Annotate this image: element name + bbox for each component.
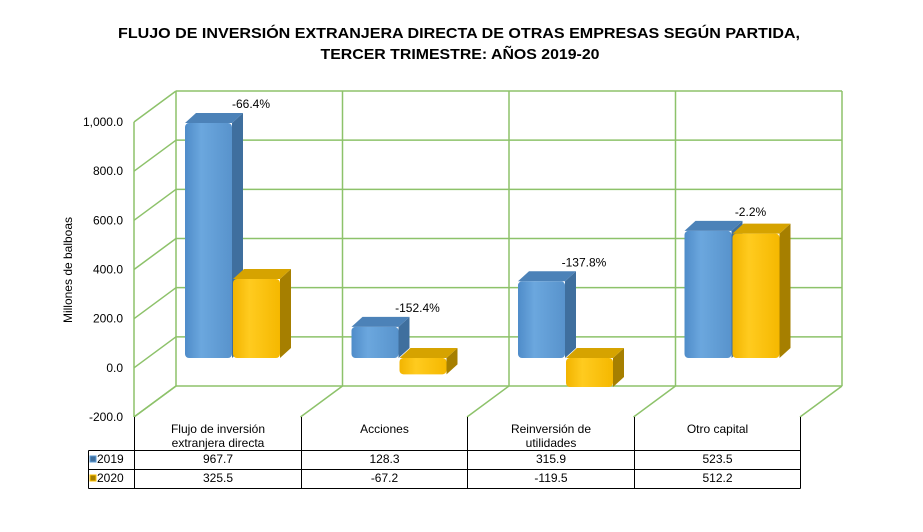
table-value: 512.2: [702, 471, 732, 485]
category-label: Reinversión de: [511, 422, 591, 436]
y-axis-ticks: -200.0 0.0 200.0 400.0 600.0 800.0 1,000.0: [83, 115, 123, 424]
category-label: Acciones: [360, 422, 409, 436]
bar-2020: [399, 348, 458, 375]
y-tick-label: 1,000.0: [83, 115, 123, 129]
floor-divider: [466, 385, 510, 418]
bar-top: [684, 220, 743, 231]
bar-top: [566, 348, 624, 358]
bar-front: [518, 281, 565, 358]
change-label: -152.4%: [395, 301, 440, 315]
bar-top: [233, 268, 291, 279]
change-label: -2.2%: [735, 205, 767, 219]
table-row-2020: 2020 325.5 -67.2 -119.5 512.2: [89, 471, 733, 485]
bar-side: [398, 316, 410, 358]
bar-top: [185, 113, 243, 124]
table-row-2019: 2019 967.7 128.3 315.9 523.5: [89, 452, 733, 466]
legend-label: 2019: [97, 452, 124, 466]
bar-side: [565, 271, 576, 358]
bar-front: [233, 278, 280, 358]
category-label: utilidades: [526, 436, 577, 450]
bar-front: [684, 230, 732, 358]
side-wall-gridline: [133, 237, 177, 271]
side-wall-gridline: [133, 336, 177, 369]
bar-front: [185, 123, 232, 358]
side-wall-gridline: [133, 90, 177, 123]
table-value: 523.5: [702, 452, 732, 466]
bar-side: [280, 268, 291, 358]
bar-2019: [351, 316, 410, 358]
bar-2019: [518, 271, 576, 358]
bar-2020: [732, 223, 791, 358]
chart-walls: [133, 90, 843, 418]
change-label: -137.8%: [562, 255, 607, 269]
y-tick-label: 800.0: [93, 164, 123, 178]
side-wall-gridline: [133, 139, 177, 172]
bar-top: [518, 271, 576, 282]
bar-front: [732, 233, 780, 358]
side-wall-gridline: [133, 188, 177, 221]
bar-2020: [566, 348, 624, 388]
bars: [185, 113, 791, 388]
chart-title-line-1: FLUJO DE INVERSIÓN EXTRANJERA DIRECTA DE…: [118, 24, 800, 42]
y-axis-title: Millones de balboas: [61, 217, 75, 323]
legend-swatch: [89, 474, 97, 482]
y-tick-label: 0.0: [106, 361, 123, 375]
bar-front: [351, 326, 399, 358]
table-value: -119.5: [534, 471, 567, 485]
y-tick-label: 600.0: [93, 213, 123, 227]
change-annotations: -66.4% -152.4% -137.8% -2.2%: [232, 97, 767, 315]
bar-top: [351, 316, 410, 327]
table-value: 325.5: [203, 471, 233, 485]
category-label: extranjera directa: [172, 436, 265, 450]
bar-2020: [233, 268, 291, 358]
bar-side: [779, 223, 791, 358]
data-table-grid: [88, 417, 801, 489]
category-label: Otro capital: [687, 422, 748, 436]
y-tick-label: -200.0: [89, 410, 123, 424]
data-table-rows: 2019 967.7 128.3 315.9 523.5 2020 325.5 -67.2 -1…: [89, 452, 733, 485]
legend-swatch: [89, 455, 97, 463]
bar-front: [399, 358, 447, 375]
legend-label: 2020: [97, 471, 124, 485]
floor-divider: [300, 385, 343, 418]
bar-side: [446, 348, 458, 375]
bar-top: [732, 223, 791, 234]
bar-side: [613, 348, 624, 388]
table-value: 128.3: [369, 452, 399, 466]
change-label: -66.4%: [232, 97, 270, 111]
table-value: 967.7: [203, 452, 233, 466]
floor-divider: [633, 385, 676, 418]
y-tick-label: 200.0: [93, 312, 123, 326]
y-tick-label: 400.0: [93, 263, 123, 277]
floor-divider: [799, 385, 843, 418]
floor-divider: [133, 385, 177, 418]
bar-top: [399, 348, 458, 358]
table-value: 315.9: [536, 452, 566, 466]
chart-title-line-2: TERCER TRIMESTRE: AÑOS 2019-20: [321, 45, 600, 63]
category-label: Flujo de inversión: [171, 422, 265, 436]
bar-front: [566, 358, 613, 388]
table-value: -67.2: [371, 471, 399, 485]
side-wall-gridline: [133, 287, 177, 320]
